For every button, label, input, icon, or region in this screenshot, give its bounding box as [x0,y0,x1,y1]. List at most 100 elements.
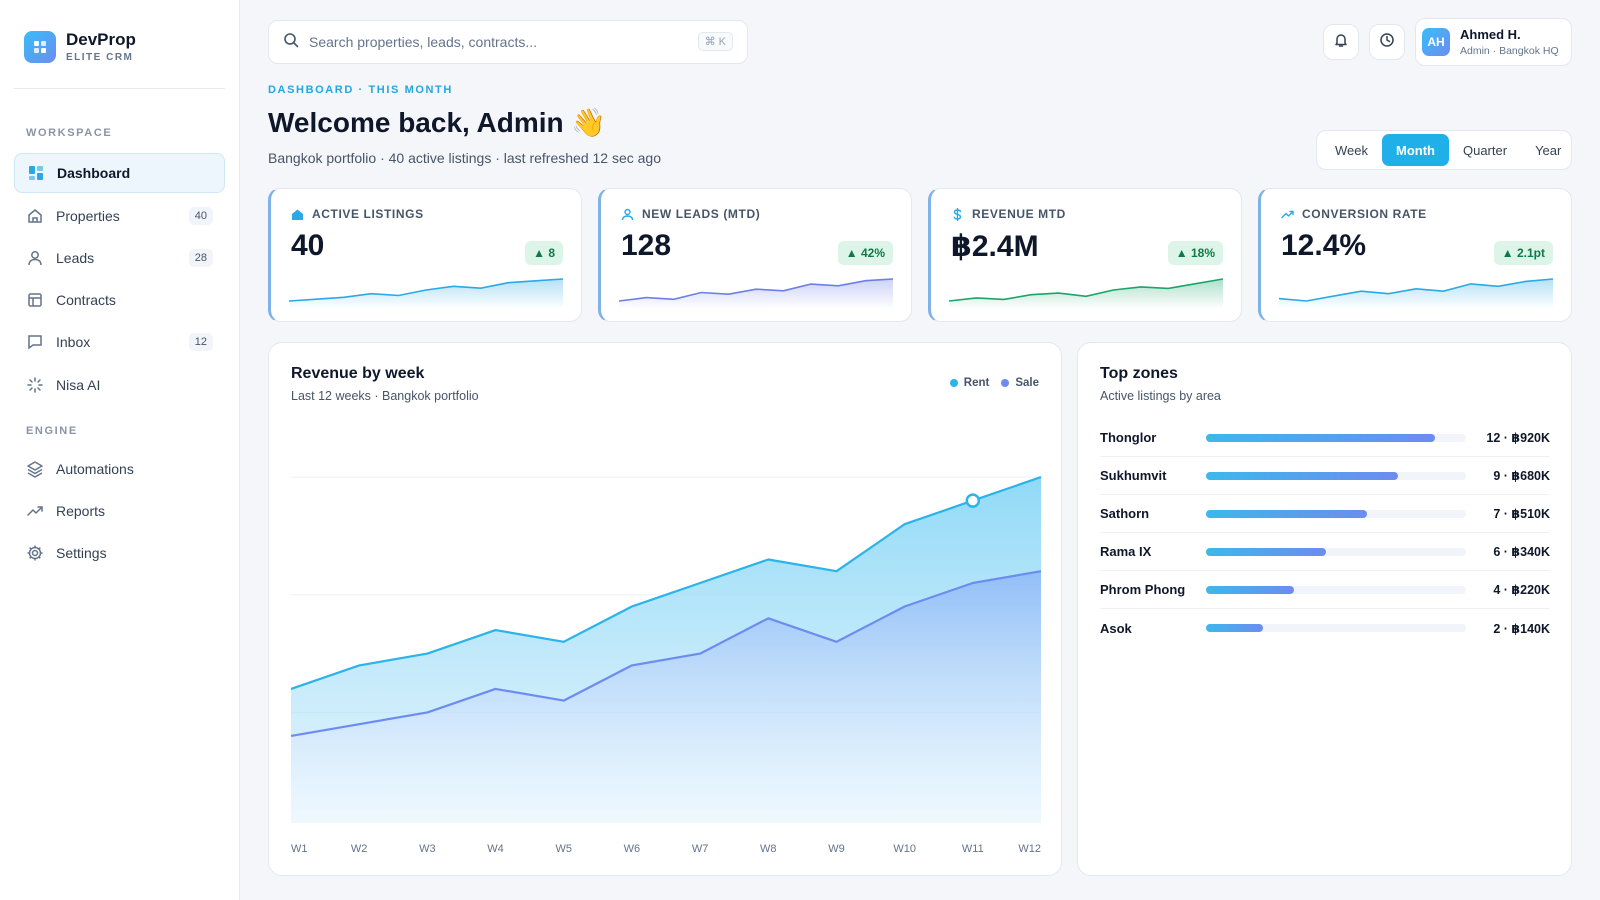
zone-bar-track [1206,433,1466,442]
kpi-value: 128 [621,229,672,262]
zone-bar-track [1206,624,1466,632]
search-icon [283,32,299,53]
x-tick-label: W11 [962,843,984,855]
x-tick-label: W8 [760,843,777,855]
chart-legend: Rent Sale [938,377,1039,389]
zone-value: 2 · ฿140K [1493,621,1550,636]
sparkline [289,278,563,309]
sparkline-line [619,278,893,302]
legend-item-sale[interactable]: Sale [1001,377,1039,389]
series-line-sale [290,570,1042,737]
zones-subtitle: Active listings by area [1100,389,1221,403]
x-tick-label: W9 [828,843,845,855]
zone-row[interactable]: Rama IX 6 · ฿340K [1100,533,1550,571]
sparkline [949,278,1223,309]
legend-item-rent[interactable]: Rent [949,377,989,389]
trend-icon [1281,208,1294,221]
zone-row[interactable]: Sathorn 7 · ฿510K [1100,495,1550,533]
ai-spinner-icon [26,376,44,394]
sidebar-item-automations[interactable]: Automations [14,449,225,489]
sidebar-item-settings[interactable]: Settings [14,533,225,573]
zone-bar-track [1206,585,1466,594]
sparkline [1279,278,1553,309]
zone-bar-fill [1206,585,1295,594]
clock-icon [1379,32,1395,53]
sidebar-item-properties[interactable]: Properties 40 [14,196,225,236]
search-input[interactable] [309,34,679,50]
dashboard-icon [27,164,45,182]
x-tick-label: W4 [487,843,504,855]
zone-row[interactable]: Thonglor 12 · ฿920K [1100,419,1550,457]
kpi-delta-badge: ▲ 42% [837,241,893,265]
x-tick-label: W5 [555,843,572,855]
zones-title: Top zones [1100,365,1178,382]
revenue-chart-card: Revenue by week Last 12 weeks · Bangkok … [268,342,1062,876]
tab-month[interactable]: Month [1382,134,1449,166]
zone-bar-track [1206,509,1466,518]
home-icon [26,207,44,225]
zone-row[interactable]: Sukhumvit 9 · ฿680K [1100,457,1550,495]
home-icon [291,208,304,221]
x-tick-label: W2 [351,843,368,855]
user-menu[interactable]: AH Ahmed H. Admin · Bangkok HQ [1415,18,1572,66]
legend-label: Sale [1015,377,1039,389]
kpi-delta-badge: ▲ 18% [1167,241,1223,265]
kpi-delta-badge: ▲ 2.1pt [1493,241,1553,265]
breadcrumb: DASHBOARD · THIS MONTH [268,84,453,96]
brand-subtitle: ELITE CRM [66,52,134,63]
tab-quarter[interactable]: Quarter [1462,142,1508,158]
zone-name: Phrom Phong [1100,582,1186,597]
zone-bar-fill [1206,624,1264,632]
zone-name: Thonglor [1100,430,1157,445]
zone-bar-track [1206,471,1466,480]
kpi-value: 12.4% [1281,229,1367,262]
sidebar-item-label: Settings [56,545,107,561]
brand[interactable]: DevProp ELITE CRM [24,30,136,63]
zone-value: 6 · ฿340K [1493,545,1550,559]
sidebar-item-contracts[interactable]: Contracts [14,280,225,320]
kpi-card-revenue-mtd[interactable]: REVENUE MTD ฿2.4M ▲ 18% [928,188,1242,322]
search-bar[interactable]: ⌘ K [268,20,748,64]
sidebar-divider [14,88,225,89]
zone-name: Asok [1100,620,1132,636]
sidebar-item-leads[interactable]: Leads 28 [14,238,225,278]
section-engine: ENGINE [26,425,78,437]
page-subtitle: Bangkok portfolio · 40 active listings ·… [268,150,661,166]
count-badge: 12 [188,333,213,351]
tab-year[interactable]: Year [1535,142,1562,158]
sidebar-item-label: Nisa AI [56,377,101,393]
sparkline-area [289,279,563,309]
highlight-point[interactable] [965,493,981,508]
zone-row[interactable]: Phrom Phong 4 · ฿220K [1100,571,1550,609]
user-name: Ahmed H. [1460,27,1521,42]
history-button[interactable] [1369,24,1405,60]
kpi-value: 40 [291,229,325,262]
notifications-button[interactable] [1323,24,1359,60]
sidebar-item-label: Dashboard [57,165,131,181]
bell-icon [1333,32,1349,53]
sidebar-item-nisa-ai[interactable]: Nisa AI [14,365,225,405]
x-tick-label: W12 [1018,843,1041,855]
trend-icon [26,502,44,520]
zone-row[interactable]: Asok 2 · ฿140K [1100,609,1550,647]
user-icon [621,208,634,221]
count-badge: 28 [188,249,213,267]
kpi-label: ACTIVE LISTINGS [312,207,424,221]
revenue-area-chart: W1 W2 W3 W4 W5 W6 W7 W8 W9 W10 W11 W12 [290,476,1042,855]
sidebar-item-inbox[interactable]: Inbox 12 [14,322,225,362]
sidebar-item-label: Reports [56,503,106,519]
zone-value: 9 · ฿680K [1493,469,1550,483]
kpi-card-new-leads[interactable]: NEW LEADS (MTD) 128 ▲ 42% [598,188,912,322]
x-tick-label: W7 [692,843,709,855]
tab-week[interactable]: Week [1335,142,1368,158]
sidebar-item-reports[interactable]: Reports [14,491,225,531]
sparkline-line [289,278,563,302]
zone-value: 4 · ฿220K [1493,583,1550,597]
kpi-card-active-listings[interactable]: ACTIVE LISTINGS 40 ▲ 8 [268,188,582,322]
sidebar-item-dashboard[interactable]: Dashboard [14,153,225,193]
layers-icon [26,460,44,478]
zone-bar-fill [1206,509,1368,518]
zone-name: Rama IX [1100,544,1152,559]
sidebar-item-label: Contracts [56,292,116,308]
kpi-card-conversion-rate[interactable]: CONVERSION RATE 12.4% ▲ 2.1pt [1258,188,1572,322]
